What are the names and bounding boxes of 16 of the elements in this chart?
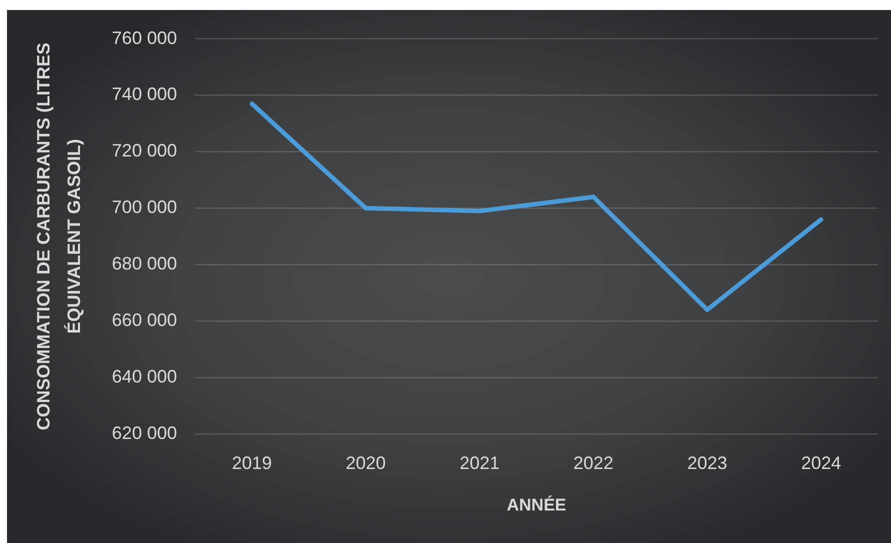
x-tick-label: 2023 [687, 452, 728, 473]
x-tick-label: 2019 [232, 452, 272, 473]
y-tick-label: 740 000 [112, 84, 177, 104]
y-tick-label: 620 000 [112, 422, 177, 443]
y-tick-label: 700 000 [112, 197, 177, 218]
x-tick-label: 2021 [460, 452, 500, 473]
y-tick-label: 720 000 [112, 140, 177, 161]
x-tick-label: 2022 [573, 452, 614, 473]
y-tick-label: 660 000 [112, 310, 177, 330]
x-tick-label: 2020 [346, 452, 386, 473]
x-tick-label: 2024 [801, 452, 842, 473]
x-axis-title: ANNÉE [506, 494, 566, 514]
y-tick-label: 760 000 [112, 28, 177, 48]
y-tick-label: 680 000 [112, 254, 177, 274]
y-axis-title: CONSOMMATION DE CARBURANTS (LITRES ÉQUIVALENT GASOIL) [33, 42, 84, 430]
y-tick-label: 640 000 [112, 366, 177, 387]
